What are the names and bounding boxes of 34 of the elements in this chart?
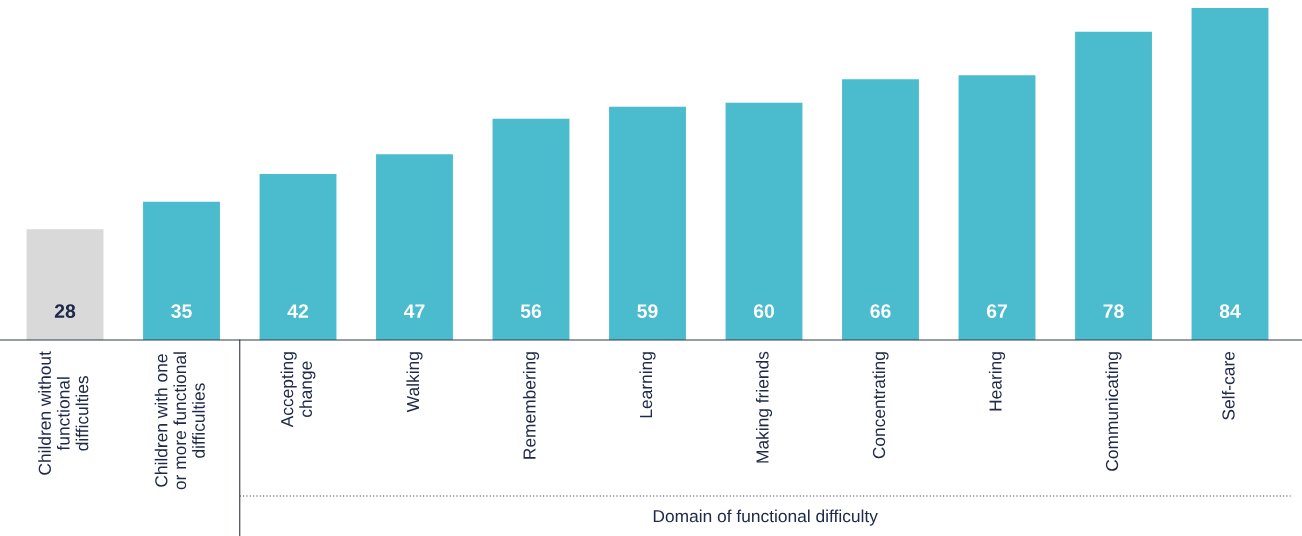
data-label: 28 xyxy=(54,304,76,318)
bar xyxy=(842,79,919,340)
bar xyxy=(609,106,686,340)
bar xyxy=(725,102,803,340)
data-label: 59 xyxy=(637,304,658,318)
bar xyxy=(1191,8,1269,340)
bar xyxy=(259,174,337,340)
x-tick-label: Walking xyxy=(406,352,423,413)
x-tick-label: Children without functional difficulties xyxy=(38,351,89,475)
data-label: 47 xyxy=(403,304,425,318)
x-tick-label: Self-care xyxy=(1221,351,1235,420)
bar xyxy=(492,118,570,340)
data-label: 56 xyxy=(520,304,542,318)
data-label: 78 xyxy=(1103,304,1124,318)
bar xyxy=(958,75,1036,340)
bar xyxy=(143,201,220,340)
x-tick-label: Hearing xyxy=(988,352,1006,411)
data-label: 42 xyxy=(287,304,309,318)
data-label: 35 xyxy=(171,304,192,319)
data-label: 60 xyxy=(753,304,775,318)
data-label: 67 xyxy=(986,304,1007,318)
x-tick-label: Remembering xyxy=(522,352,540,459)
x-tick-label: Children with one or more functional difficulties xyxy=(154,352,205,490)
data-label: 66 xyxy=(870,304,891,318)
bar xyxy=(376,154,453,340)
bar xyxy=(26,229,104,340)
data-label: 84 xyxy=(1219,304,1241,318)
x-axis-title: Domain of functional difficulty xyxy=(653,509,878,526)
bar xyxy=(1075,31,1152,340)
x-tick-label: Concentrating xyxy=(872,352,889,459)
x-tick-label: Making friends xyxy=(755,351,773,463)
x-tick-label: Communicating xyxy=(1105,352,1122,471)
x-tick-label: Learning xyxy=(639,352,656,418)
x-tick-label: Accepting change xyxy=(280,352,316,428)
